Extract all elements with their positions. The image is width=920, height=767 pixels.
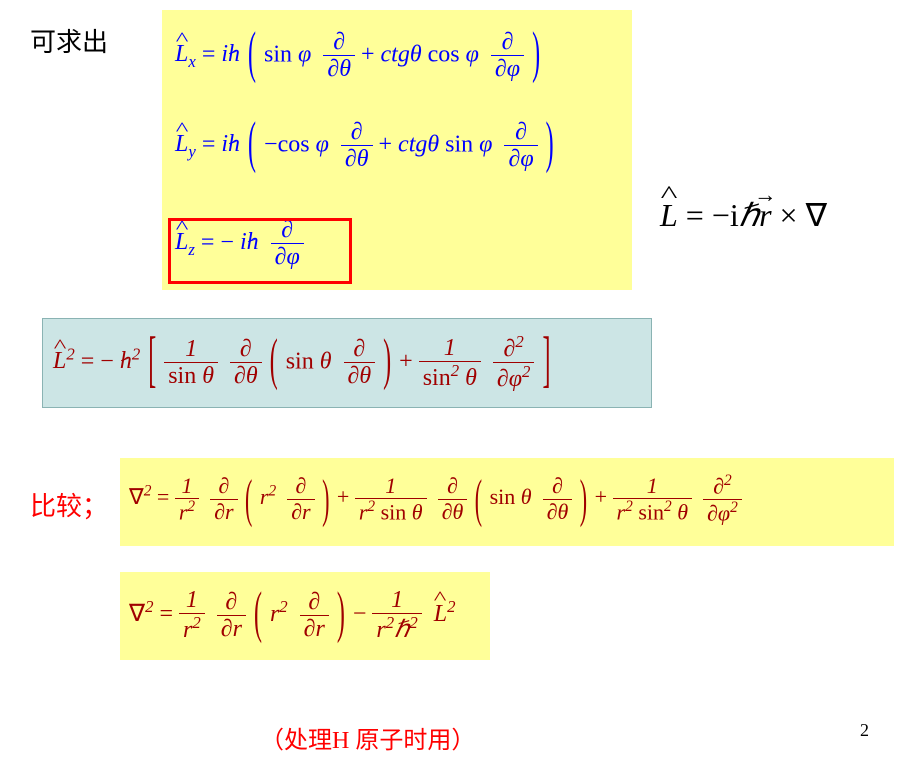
label-derive: 可求出 (30, 22, 108, 59)
footer-note: （处理H 原子时用） (260, 720, 475, 755)
box-nabla-squared-compact: ∇2 = 1r2 ∂∂r ( r2 ∂∂r ) − 1r2ℏ2 L2 (120, 572, 490, 660)
equation-L-squared: L2 = − h2 [ 1sin θ ∂∂θ ( sin θ ∂∂θ ) + 1… (53, 333, 552, 393)
box-L-squared: L2 = − h2 [ 1sin θ ∂∂θ ( sin θ ∂∂θ ) + 1… (42, 318, 652, 408)
page-number: 2 (860, 720, 869, 741)
equation-Lx: Lx = ih ( sin φ ∂∂θ + ctgθ cos φ ∂∂φ ) (175, 29, 542, 83)
equation-nabla-squared-full: ∇2 = 1r2 ∂∂r ( r2 ∂∂r ) + 1r2 sin θ ∂∂θ … (129, 473, 742, 525)
equation-Ly: Ly = ih ( −cos φ ∂∂θ + ctgθ sin φ ∂∂φ ) (175, 119, 556, 173)
equation-nabla-squared-compact: ∇2 = 1r2 ∂∂r ( r2 ∂∂r ) − 1r2ℏ2 L2 (129, 587, 456, 644)
box-nabla-squared-full: ∇2 = 1r2 ∂∂r ( r2 ∂∂r ) + 1r2 sin θ ∂∂θ … (120, 458, 894, 546)
label-compare: 比较； (30, 486, 108, 523)
highlight-Lz (168, 218, 352, 284)
equation-L-definition: L = −iℏr × ∇ (660, 196, 827, 234)
